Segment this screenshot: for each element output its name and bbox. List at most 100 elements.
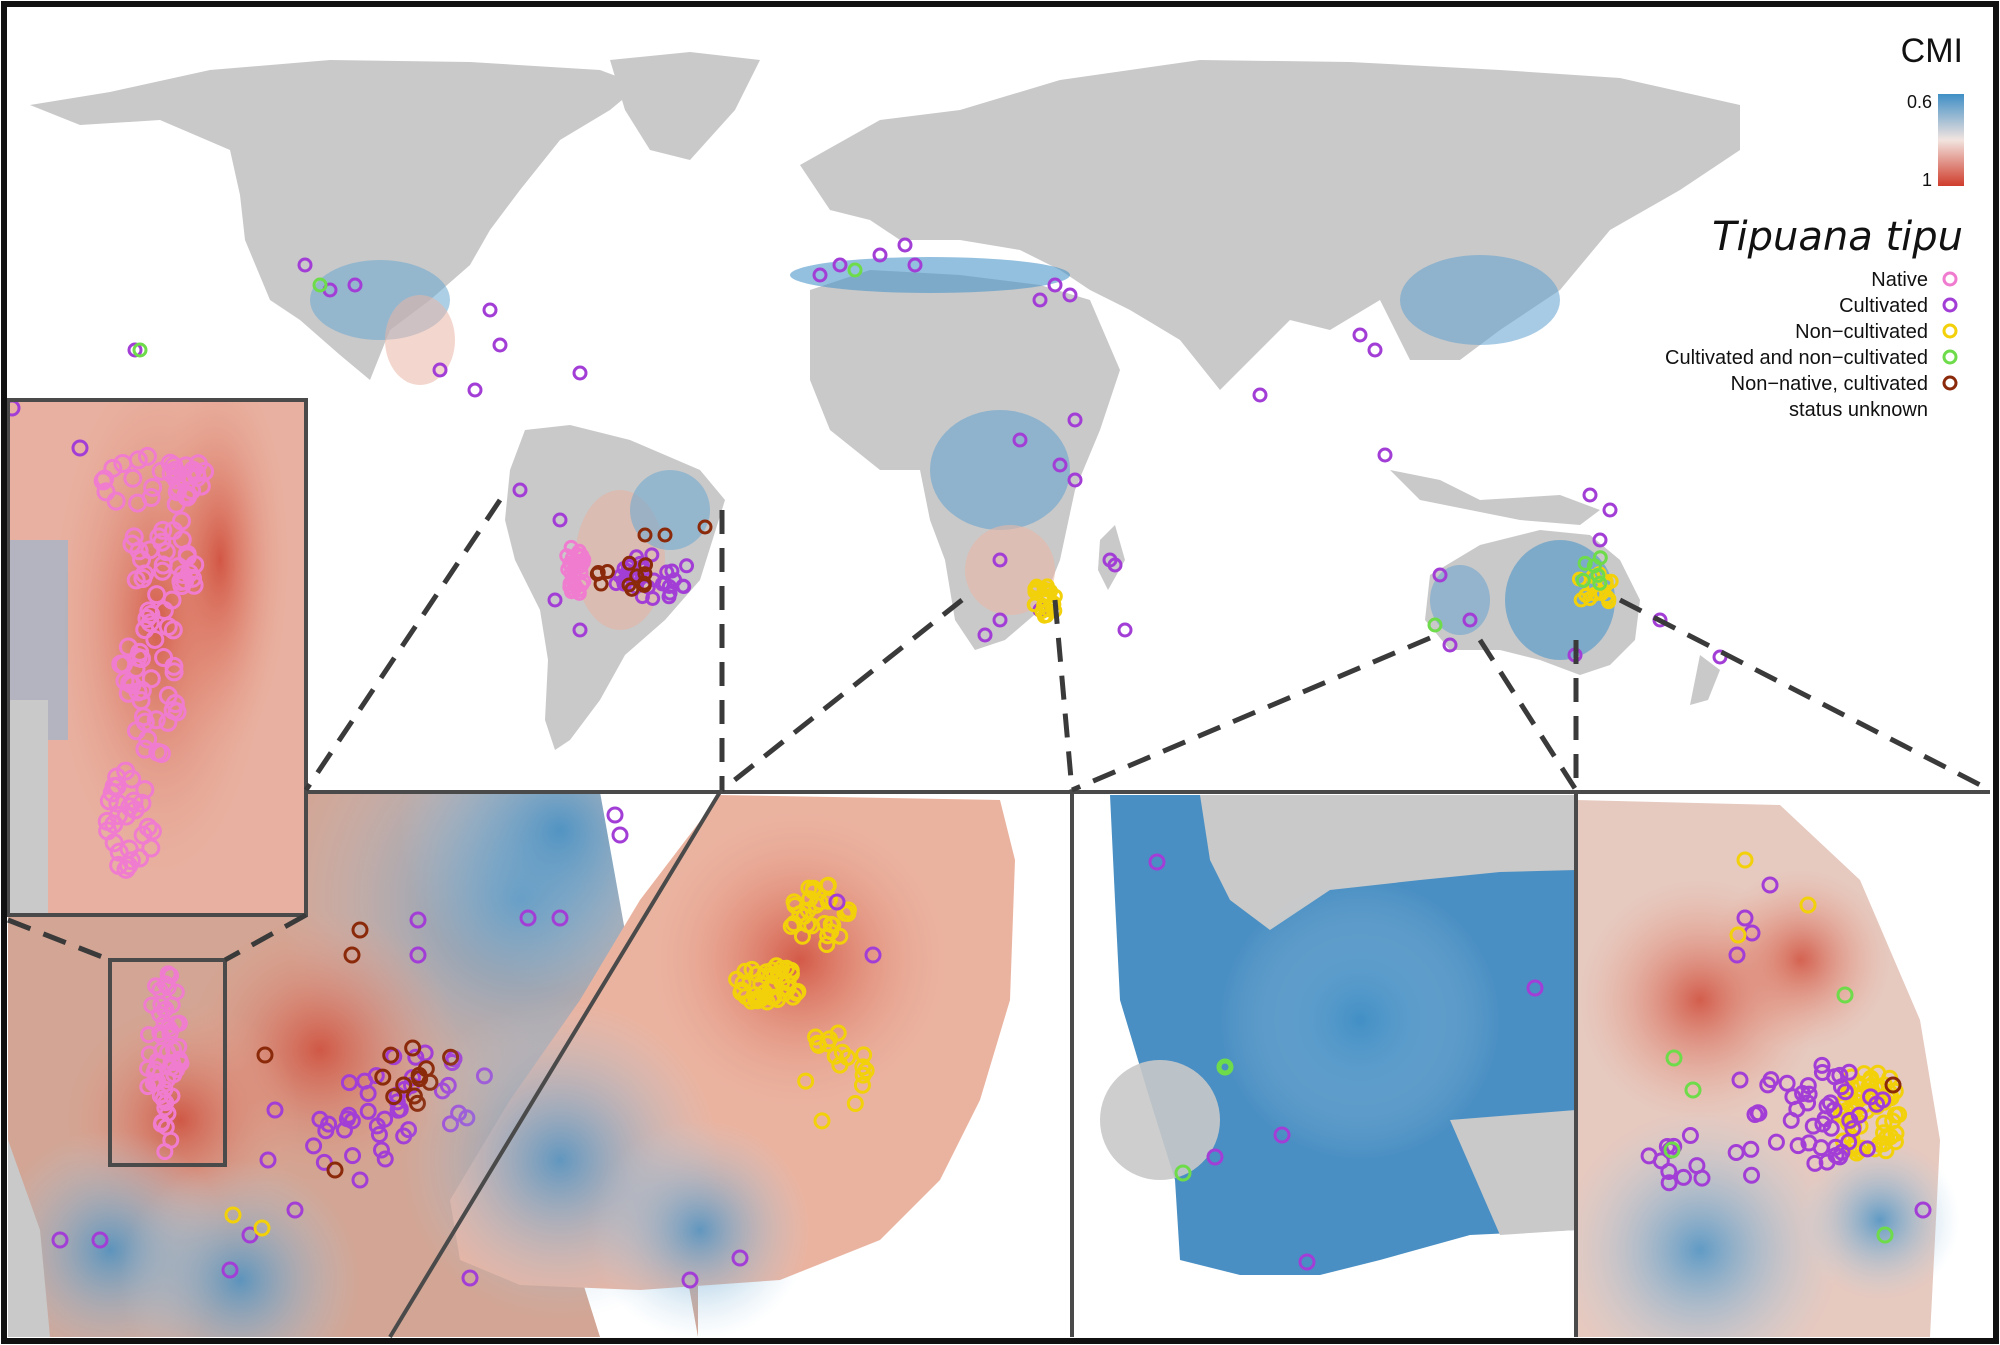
occurrence-marker: [128, 647, 148, 667]
occurrence-marker: [1047, 277, 1063, 293]
occurrence-marker: [1684, 1081, 1702, 1099]
occurrence-marker: [1067, 472, 1083, 488]
occurrence-marker: [359, 1102, 377, 1120]
occurrence-marker: [139, 601, 159, 621]
occurrence-marker: [1377, 447, 1393, 463]
occurrence-marker: [638, 557, 654, 573]
occurrence-marker: [395, 1076, 413, 1094]
legend-item-label: Cultivated: [1839, 295, 1928, 317]
occurrence-marker: [1252, 387, 1268, 403]
occurrence-marker: [1665, 1049, 1683, 1067]
occurrence-marker: [1778, 1074, 1796, 1092]
occurrence-marker: [805, 879, 823, 897]
occurrence-marker: [1067, 412, 1083, 428]
occurrence-marker: [1032, 292, 1048, 308]
occurrence-marker: [154, 648, 174, 668]
occurrence-marker: [151, 1005, 169, 1023]
occurrence-marker: [1789, 1137, 1807, 1155]
occurrence-marker: [135, 739, 155, 759]
occurrence-marker: [664, 563, 680, 579]
occurrence-marker: [122, 769, 142, 789]
occurrence-marker: [1813, 1056, 1831, 1074]
legend-marker: [1942, 349, 1958, 365]
occurrence-marker: [286, 1201, 304, 1219]
occurrence-marker: [343, 946, 361, 964]
occurrence-marker: [409, 946, 427, 964]
occurrence-marker: [552, 512, 568, 528]
occurrence-marker: [135, 564, 155, 584]
zoom-connectors: [7, 498, 1992, 963]
native-range-inset: [8, 400, 306, 915]
legend-marker: [1942, 297, 1958, 313]
occurrence-marker: [1860, 1078, 1878, 1096]
occurrence-marker: [382, 1046, 400, 1064]
occurrence-marker: [1800, 1085, 1818, 1103]
occurrence-marker: [173, 564, 193, 584]
occurrence-marker: [1206, 1148, 1224, 1166]
occurrence-marker: [1273, 1126, 1291, 1144]
occurrence-marker: [1367, 342, 1383, 358]
occurrence-marker: [836, 904, 854, 922]
occurrence-marker: [1761, 876, 1779, 894]
occurrence-marker: [1746, 1106, 1764, 1124]
legend-items: Native Cultivated Non−cultivated Cultivated…: [1665, 269, 1958, 421]
occurrence-marker: [115, 671, 135, 691]
occurrence-marker: [1858, 1140, 1876, 1158]
occurrence-marker: [132, 793, 152, 813]
occurrence-marker: [137, 608, 157, 628]
north-america-landmass: [30, 60, 640, 380]
occurrence-marker: [145, 629, 165, 649]
occurrence-marker: [96, 482, 116, 502]
occurrence-marker: [801, 890, 819, 908]
occurrence-marker: [130, 848, 150, 868]
occurrence-marker: [156, 1143, 174, 1161]
occurrence-marker: [221, 1261, 239, 1279]
occurrence-marker: [813, 1112, 831, 1130]
occurrence-marker: [140, 1026, 158, 1044]
occurrence-marker: [1582, 487, 1598, 503]
occurrence-marker: [784, 988, 802, 1006]
occurrence-marker: [432, 362, 448, 378]
legend-item-label-continuation: status unknown: [1789, 399, 1928, 421]
occurrence-marker: [153, 520, 173, 540]
occurrence-marker: [170, 1014, 188, 1032]
occurrence-marker: [1862, 1069, 1880, 1087]
legend-item-label: Native: [1871, 269, 1928, 291]
occurrence-marker: [1866, 1140, 1884, 1158]
occurrence-marker: [1914, 1201, 1932, 1219]
occurrence-marker: [1868, 1095, 1886, 1113]
occurrence-marker: [551, 909, 569, 927]
occurrence-marker: [1577, 555, 1593, 571]
occurrence-marker: [743, 960, 761, 978]
occurrence-marker: [847, 262, 863, 278]
occurrence-marker: [1148, 853, 1166, 871]
occurrence-marker: [1592, 532, 1608, 548]
occurrence-marker: [127, 342, 143, 358]
occurrence-marker: [857, 1061, 875, 1079]
occurrence-marker: [253, 1219, 271, 1237]
occurrence-marker: [108, 793, 128, 813]
occurrence-marker: [1586, 558, 1602, 574]
occurrence-marker: [977, 627, 993, 643]
occurrence-marker: [195, 461, 215, 481]
occurrence-marker: [404, 1039, 422, 1057]
occurrence-marker: [138, 817, 158, 837]
occurrence-marker: [467, 382, 483, 398]
occurrence-marker: [141, 669, 161, 689]
legend-item-label: Non−cultivated: [1795, 321, 1928, 343]
occurrence-marker: [697, 519, 713, 535]
occurrence-marker: [621, 555, 637, 571]
occurrence-marker: [1640, 1147, 1658, 1165]
occurrence-marker: [629, 568, 645, 584]
occurrence-marker: [1660, 1163, 1678, 1181]
occurrence-marker: [1843, 1130, 1861, 1148]
occurrence-marker: [769, 991, 787, 1009]
occurrence-marker: [1841, 1111, 1859, 1129]
occurrence-marker: [135, 620, 155, 640]
world-cmi-shading: [310, 255, 1615, 660]
occurrence-marker: [1736, 851, 1754, 869]
occurrence-marker: [482, 302, 498, 318]
occurrence-marker: [148, 1052, 166, 1070]
occurrence-marker: [158, 617, 178, 637]
